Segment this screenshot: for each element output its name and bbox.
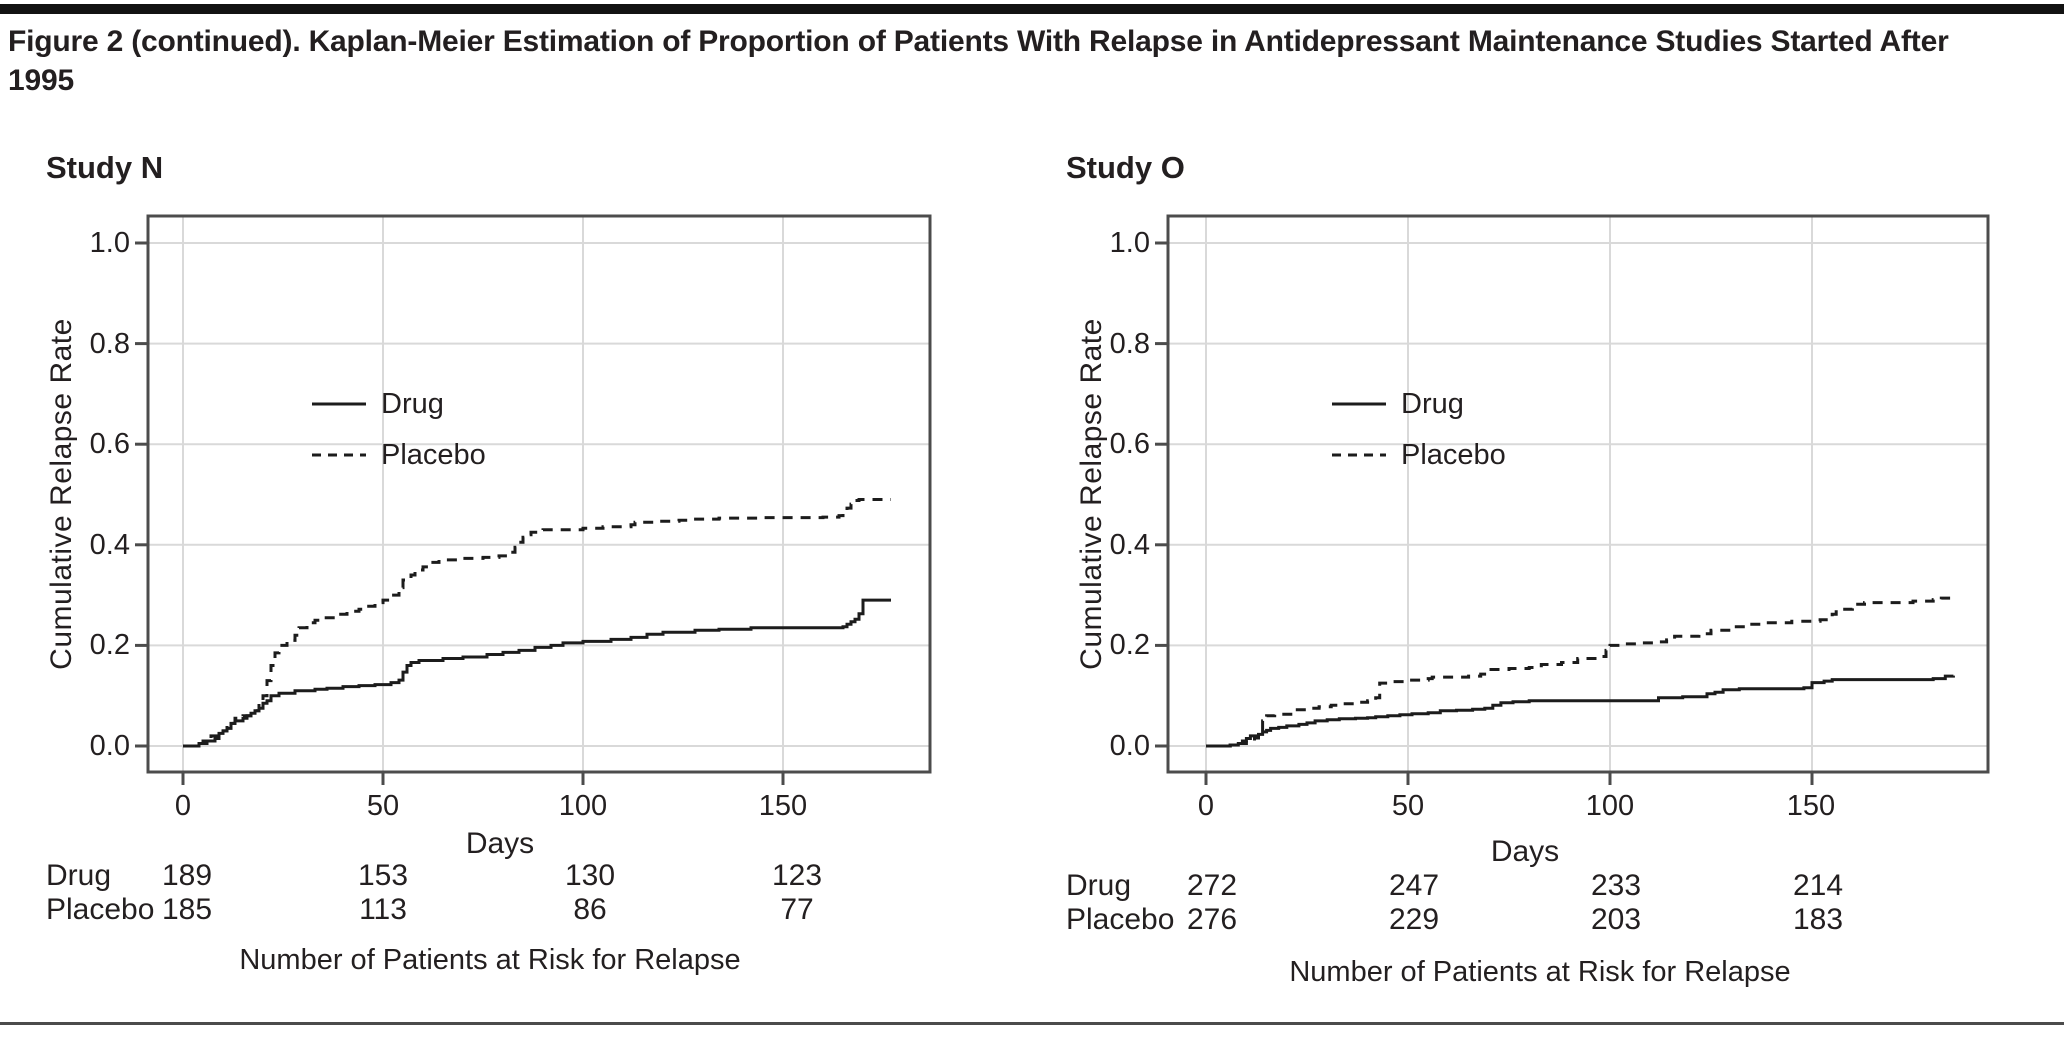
panel-n-legend-label-drug: Drug [381, 388, 444, 420]
panel-o-risk-drug-50: 247 [1388, 869, 1440, 902]
panel-n-plot-frame [146, 214, 932, 774]
panel-n-curve-placebo [183, 498, 891, 748]
panel-n-title: Study N [46, 150, 164, 185]
panel-o-curve-placebo [1206, 596, 1955, 748]
panel-n-ytick-0.6: 0.6 [89, 428, 130, 460]
panel-o-risk-drug-150: 214 [1792, 869, 1844, 902]
panel-o-xtick-50: 50 [1391, 790, 1425, 822]
panel-o-risk-placebo-0: 276 [1186, 903, 1238, 936]
panel-o-y-axis-title: Cumulative Relapse Rate [1075, 318, 1108, 670]
panel-o-x-axis-title: Days [1490, 835, 1560, 868]
panel-o-ytick-0.6: 0.6 [1109, 428, 1150, 460]
panel-o-legend-label-drug: Drug [1401, 388, 1464, 420]
panel-n-legend-label-placebo: Placebo [381, 439, 486, 471]
panel-n-risk-drug-100: 130 [564, 859, 616, 892]
panel-o-ytick-0.2: 0.2 [1109, 629, 1150, 661]
panel-o-ytick-1.0: 1.0 [1109, 227, 1150, 259]
figure-title: Figure 2 (continued). Kaplan-Meier Estim… [8, 25, 1949, 97]
panel-n-risk-row-label-placebo: Placebo [46, 893, 155, 926]
panel-n-xtick-50: 50 [366, 790, 400, 822]
panel-o-curve-drug [1206, 674, 1955, 748]
panel-n-ytick-0.4: 0.4 [89, 529, 130, 561]
panel-o-risk-placebo-100: 203 [1590, 903, 1642, 936]
panel-n-xtick-0: 0 [174, 790, 192, 822]
panel-n-risk-drug-50: 153 [357, 859, 409, 892]
panel-n-at-risk-caption: Number of Patients at Risk for Relapse [239, 944, 741, 976]
panel-o-risk-placebo-150: 183 [1792, 903, 1844, 936]
panel-n-ytick-0.8: 0.8 [89, 328, 130, 360]
panel-o-at-risk-caption: Number of Patients at Risk for Relapse [1289, 956, 1791, 988]
panel-n-risk-drug-0: 189 [161, 859, 213, 892]
panel-o-xtick-0: 0 [1197, 790, 1215, 822]
panel-n-ytick-0.2: 0.2 [89, 629, 130, 661]
panel-o-legend-label-placebo: Placebo [1401, 439, 1506, 471]
panel-o-ytick-0.4: 0.4 [1109, 529, 1150, 561]
panel-o-risk-placebo-50: 229 [1388, 903, 1440, 936]
panel-n-risk-placebo-50: 113 [359, 893, 407, 926]
panel-o-title: Study O [1066, 150, 1185, 185]
panel-o-xtick-150: 150 [1786, 790, 1836, 822]
panel-n-ytick-0.0: 0.0 [89, 730, 130, 762]
panel-n-risk-drug-150: 123 [771, 859, 823, 892]
panel-n-risk-placebo-150: 77 [780, 893, 814, 926]
panel-o-xtick-100: 100 [1585, 790, 1635, 822]
panel-o-ytick-0.0: 0.0 [1109, 730, 1150, 762]
bottom-rule [0, 1022, 2064, 1025]
panel-n-risk-placebo-100: 86 [573, 893, 607, 926]
panel-o-plot-frame [1166, 214, 1990, 774]
panel-n-risk-row-label-drug: Drug [46, 859, 112, 892]
panel-o-risk-row-label-placebo: Placebo [1066, 903, 1175, 936]
panel-o-risk-drug-0: 272 [1186, 869, 1238, 902]
panel-o-risk-row-label-drug: Drug [1066, 869, 1132, 902]
panel-n-y-axis-title: Cumulative Relapse Rate [45, 318, 78, 670]
panel-n-curve-drug [183, 598, 891, 748]
panel-n-xtick-150: 150 [758, 790, 808, 822]
panel-n-x-axis-title: Days [465, 827, 535, 860]
panel-n-ytick-1.0: 1.0 [89, 227, 130, 259]
panel-o-risk-drug-100: 233 [1590, 869, 1642, 902]
top-rule [0, 4, 2064, 14]
panel-n-xtick-100: 100 [558, 790, 608, 822]
panel-o-ytick-0.8: 0.8 [1109, 328, 1150, 360]
panel-n-risk-placebo-0: 185 [161, 893, 213, 926]
